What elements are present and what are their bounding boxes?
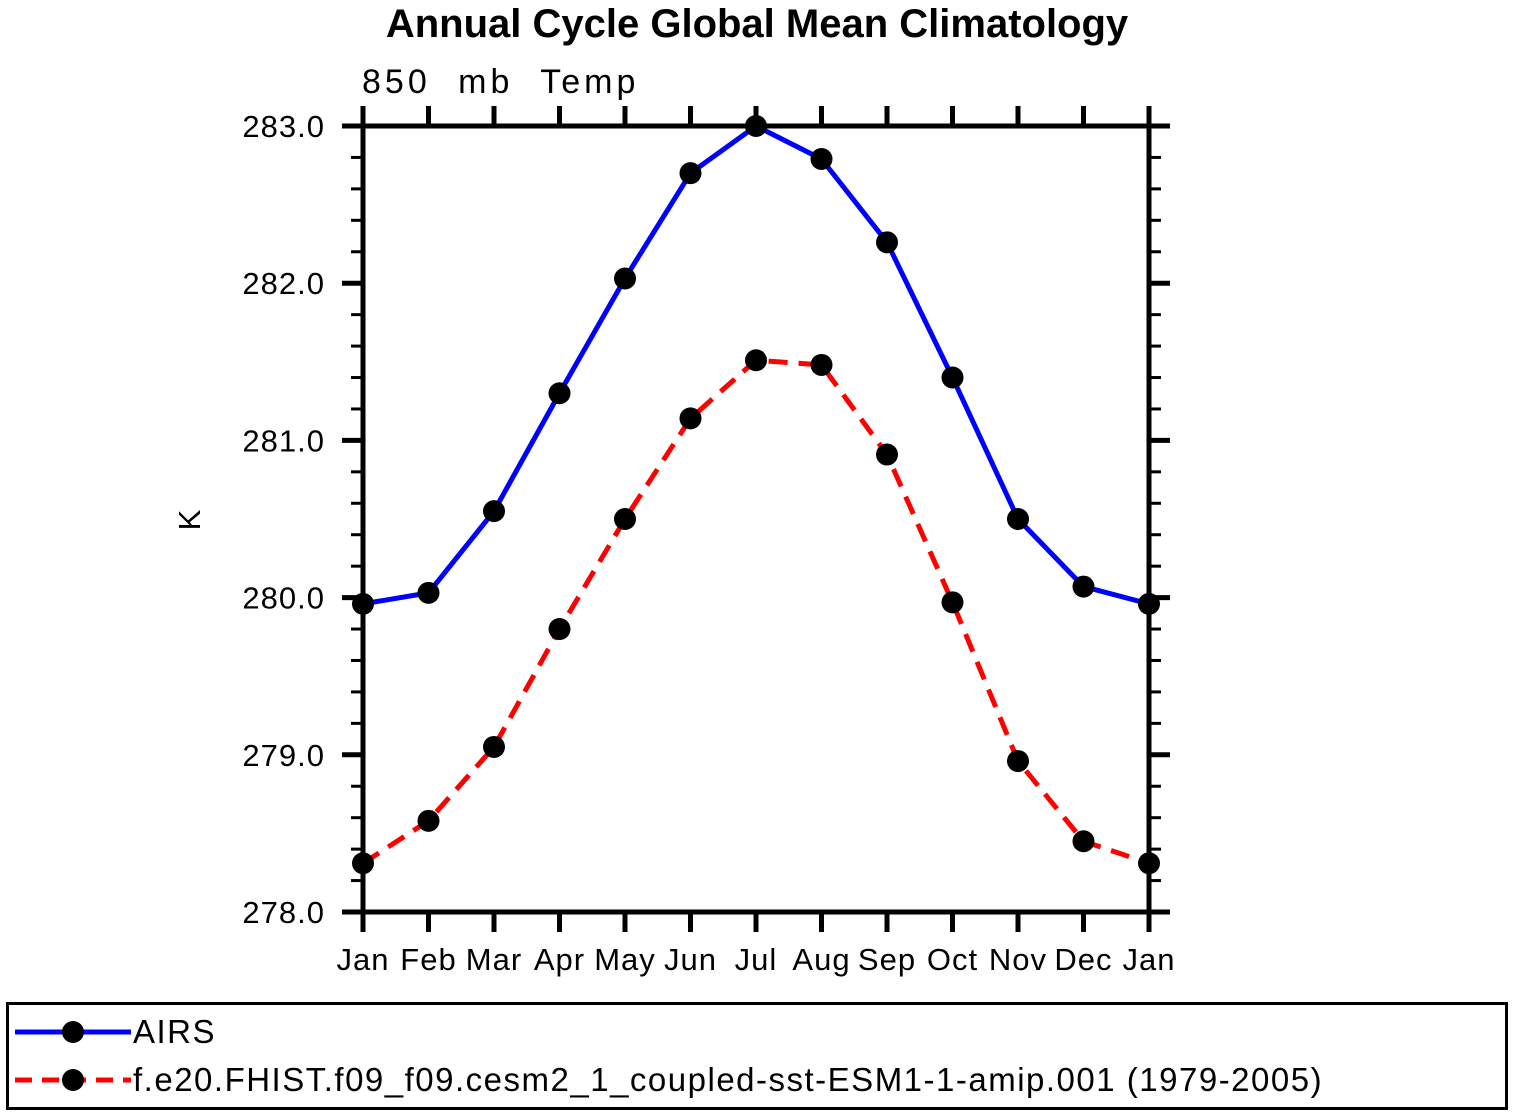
x-tick-label: May [594,942,656,977]
x-tick-label: Mar [466,942,522,977]
y-tick-label: 278.0 [242,895,325,930]
x-tick-label: Sep [858,942,916,977]
climatology-line-chart: 850 mb Temp K 278.0 279.0 280.0 281.0 282.0 283… [172,63,1176,977]
data-point-marker [1007,508,1029,530]
data-point-marker [941,366,964,389]
legend-label-airs: AIRS [133,1012,217,1050]
y-tick-label: 283.0 [242,109,325,144]
data-point-marker [941,591,964,614]
series-line-1 [361,357,1150,866]
x-tick-label: Aug [792,942,850,977]
y-axis-title: K [172,508,207,531]
legend-label-model: f.e20.FHIST.f09_f09.cesm2_1_coupled-sst-… [133,1061,1324,1099]
legend-sample-model [15,1069,131,1092]
chart-title: Annual Cycle Global Mean Climatology [385,2,1129,46]
x-tick-label: Feb [400,942,456,977]
data-point-marker [1138,592,1160,615]
data-point-marker [483,500,505,523]
data-point-marker [417,809,440,832]
data-point-marker [679,162,702,185]
x-tick-label: Jan [337,942,390,977]
data-point-marker [810,148,833,171]
data-point-marker [352,852,374,875]
data-point-marker [1072,575,1095,598]
legend-marker-1 [62,1069,84,1092]
data-point-marker [679,407,702,430]
data-point-marker [548,618,571,641]
data-point-marker [352,592,374,615]
data-point-marker [1072,830,1095,853]
data-point-marker [417,581,440,604]
data-point-marker [548,382,571,405]
x-tick-label: Oct [927,942,978,977]
chart-subtitle: 850 mb Temp [362,63,639,101]
data-point-marker [1007,750,1029,773]
legend-sample-airs [15,1020,131,1043]
x-tick-label: Nov [989,942,1047,977]
y-tick-label: 281.0 [242,423,325,458]
data-point-marker [810,353,833,376]
legend-entry-airs: AIRS [9,1010,1505,1054]
y-tick-label: 282.0 [242,266,325,301]
data-point-marker [614,267,636,290]
data-point-marker [876,231,898,254]
x-tick-label: Jun [664,942,717,977]
x-tick-label: Dec [1054,942,1112,977]
legend-marker-0 [62,1020,84,1043]
x-tick-label: Jul [735,942,778,977]
data-point-marker [483,735,505,758]
data-point-marker [1138,852,1160,875]
legend-box: AIRS f.e20.FHIST.f09_f09.cesm2_1_coupled… [6,1002,1508,1110]
legend-entry-model: f.e20.FHIST.f09_f09.cesm2_1_coupled-sst-… [9,1058,1505,1102]
data-point-marker [745,115,767,137]
data-point-marker [876,443,898,466]
x-tick-label: Apr [534,942,585,977]
data-point-marker [614,508,636,530]
data-point-marker [745,349,767,372]
x-tick-label: Jan [1123,942,1176,977]
y-tick-label: 279.0 [242,738,325,773]
y-tick-label: 280.0 [242,581,325,616]
